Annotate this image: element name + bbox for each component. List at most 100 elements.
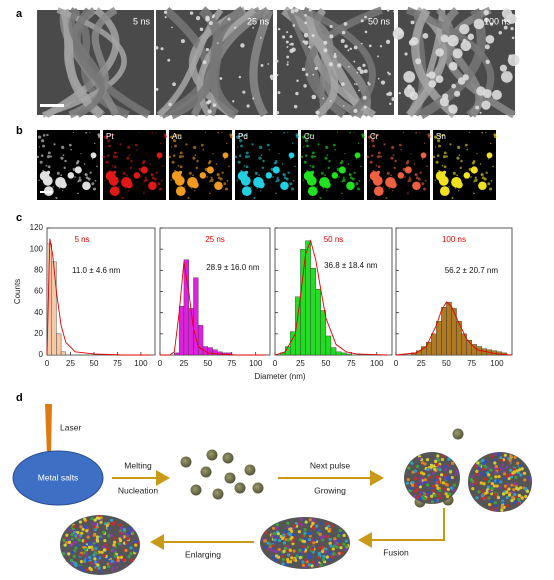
- atom: [111, 549, 116, 553]
- atom: [88, 561, 93, 565]
- atom: [71, 541, 75, 546]
- signal: [261, 166, 264, 170]
- atom: [431, 489, 435, 493]
- atom: [333, 542, 337, 546]
- bar: [441, 307, 447, 356]
- element-label: Cr: [370, 132, 379, 141]
- atom: [79, 525, 83, 529]
- atom: [328, 557, 332, 562]
- atom: [74, 534, 78, 538]
- particle: [404, 52, 408, 56]
- panel-title: 50 ns: [324, 235, 344, 244]
- plot-frame: [46, 227, 156, 356]
- signal: [208, 160, 212, 163]
- signal: [358, 179, 361, 182]
- laser-beam: [45, 404, 52, 455]
- atom: [501, 492, 506, 496]
- atom: [281, 557, 285, 562]
- particle: [308, 8, 312, 12]
- atom: [277, 538, 282, 543]
- atom: [304, 520, 308, 524]
- atom: [96, 560, 100, 564]
- x-tick-label: 100: [370, 359, 384, 368]
- signal: [320, 171, 324, 175]
- atom: [484, 491, 488, 495]
- signal: [268, 148, 271, 151]
- atom: [110, 566, 115, 570]
- atom: [444, 467, 448, 472]
- signal: [276, 176, 279, 179]
- x-tick-label: 0: [273, 359, 278, 368]
- particle: [252, 97, 255, 100]
- atom: [96, 563, 100, 567]
- particle: [323, 48, 328, 53]
- particle: [265, 172, 273, 179]
- atom: [313, 538, 317, 542]
- atom: [494, 504, 498, 508]
- atom: [413, 494, 417, 498]
- x-tick-label: 50: [442, 359, 451, 368]
- signal: [313, 155, 317, 158]
- atom: [337, 539, 341, 543]
- x-tick-label: 100: [249, 359, 263, 368]
- signal: [217, 131, 220, 134]
- atom: [310, 548, 314, 552]
- particle: [373, 186, 384, 196]
- atom: [107, 555, 111, 560]
- signal: [204, 131, 207, 134]
- x-tick-label: 25: [179, 359, 188, 368]
- signal: [129, 166, 132, 170]
- particle: [175, 186, 186, 196]
- atom: [337, 551, 341, 556]
- atom: [87, 542, 92, 546]
- signal: [55, 196, 58, 200]
- atom: [436, 454, 440, 458]
- signal: [487, 182, 491, 186]
- atom: [423, 497, 427, 501]
- particle: [222, 152, 229, 159]
- particle: [481, 100, 491, 110]
- atom: [437, 480, 441, 484]
- atom: [111, 569, 115, 573]
- signal: [272, 176, 274, 178]
- particle: [227, 17, 231, 21]
- eds-map: Pt: [102, 130, 168, 200]
- signal: [421, 182, 425, 186]
- atom: [520, 496, 525, 500]
- signal: [485, 132, 487, 134]
- atom: [418, 485, 422, 489]
- signal: [456, 174, 459, 177]
- signal: [311, 151, 315, 155]
- atom: [95, 535, 100, 539]
- x-tick-label: 50: [203, 359, 212, 368]
- particle: [473, 18, 485, 30]
- signal: [386, 171, 390, 175]
- particle: [403, 86, 416, 98]
- atom: [435, 483, 439, 487]
- atom: [120, 535, 124, 539]
- particle: [304, 14, 307, 17]
- signal: [68, 143, 72, 147]
- atom: [423, 462, 427, 466]
- x-tick-label: 25: [296, 359, 305, 368]
- particle: [82, 181, 91, 191]
- signal: [303, 160, 307, 164]
- atom: [129, 552, 133, 556]
- atom: [443, 475, 447, 480]
- atom: [288, 548, 292, 552]
- atom: [101, 545, 106, 549]
- atom: [507, 487, 511, 491]
- atom: [312, 541, 316, 545]
- atom: [342, 533, 346, 538]
- atom: [88, 555, 92, 560]
- particle: [191, 181, 199, 189]
- atom: [483, 460, 487, 464]
- particle: [155, 87, 159, 91]
- particle: [362, 63, 366, 67]
- atom: [430, 500, 435, 504]
- atom: [77, 538, 81, 542]
- signal: [414, 173, 417, 175]
- atom: [487, 473, 491, 477]
- signal: [376, 133, 379, 137]
- particle: [164, 16, 167, 19]
